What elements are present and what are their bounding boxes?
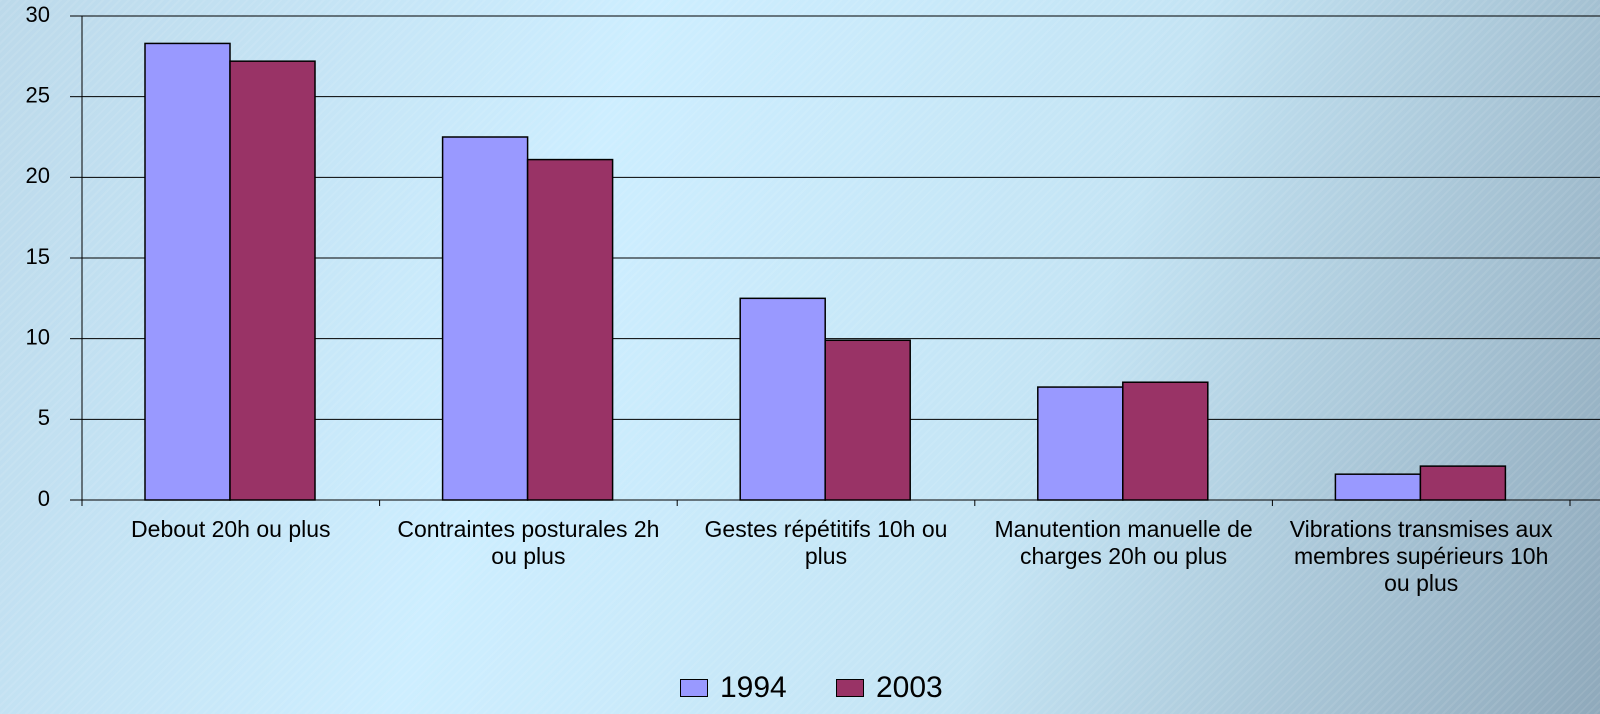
y-tick-label: 5 xyxy=(38,405,50,430)
bar xyxy=(1419,465,1507,501)
x-tick-label: Contraintes posturales 2h ou plus xyxy=(397,516,660,569)
legend-label: 2003 xyxy=(876,671,943,704)
y-tick-label: 10 xyxy=(26,324,50,349)
y-tick-label: 15 xyxy=(26,244,50,269)
bar xyxy=(1334,473,1422,501)
y-tick-label: 0 xyxy=(38,486,50,511)
x-tick-label: Gestes répétitifs 10h ou plus xyxy=(704,516,948,569)
y-tick-label: 20 xyxy=(26,163,50,188)
x-tick-label: Manutention manuelle de charges 20h ou p… xyxy=(994,516,1253,569)
legend-swatch xyxy=(680,679,708,697)
legend-swatch xyxy=(836,679,864,697)
bar xyxy=(526,158,614,501)
legend-item: 1994 xyxy=(680,673,787,703)
bar xyxy=(144,42,231,501)
bar xyxy=(824,339,911,501)
x-tick-label: Vibrations transmises aux membres supéri… xyxy=(1289,516,1553,596)
y-tick-label: 25 xyxy=(26,82,50,107)
bar xyxy=(229,60,316,501)
x-tick-label: Debout 20h ou plus xyxy=(131,516,331,542)
y-tick-label: 30 xyxy=(26,2,50,27)
bar xyxy=(1122,381,1209,501)
legend-item: 2003 xyxy=(836,673,943,703)
bar xyxy=(441,136,529,501)
bar xyxy=(1037,386,1124,501)
legend-label: 1994 xyxy=(720,671,787,704)
bar xyxy=(739,297,826,501)
